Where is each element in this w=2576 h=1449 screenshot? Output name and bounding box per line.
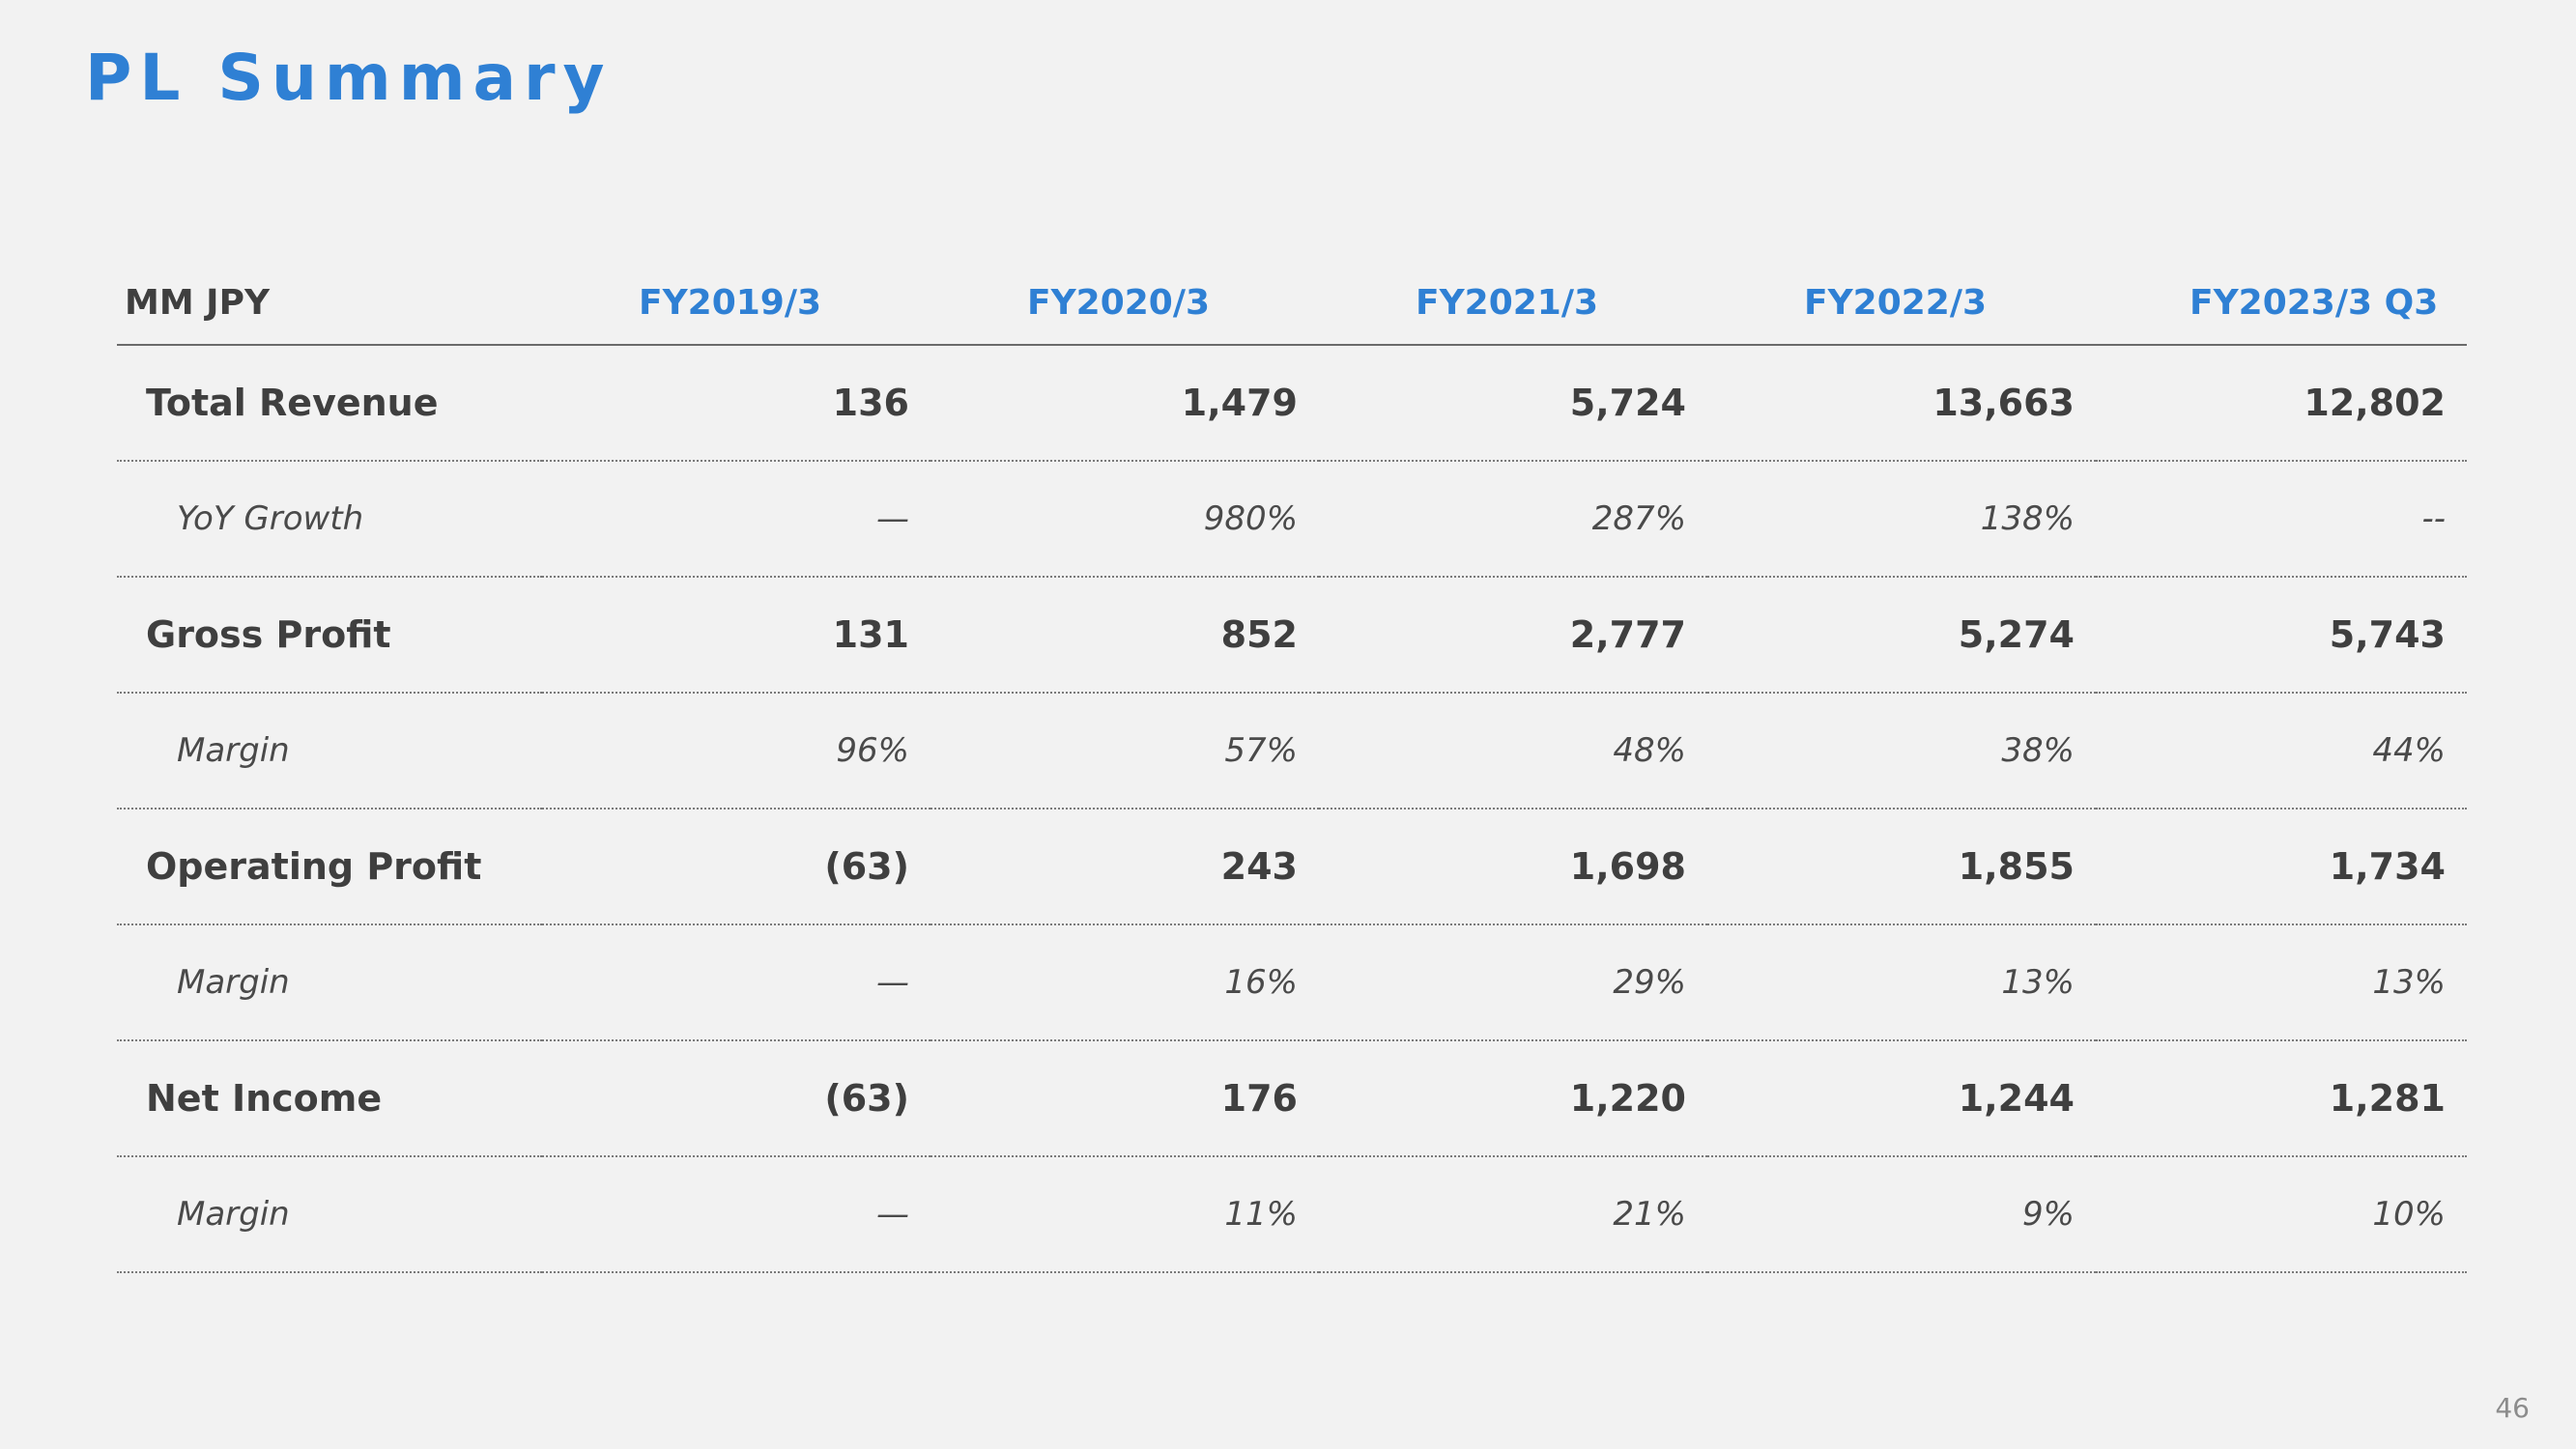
table-cell: 138%	[1707, 461, 2096, 578]
table-cell: 5,274	[1707, 577, 2096, 694]
column-header-fy2023-q3: FY2023/3 Q3	[2096, 261, 2467, 346]
table-cell: 852	[930, 577, 1319, 694]
table-cell: 136	[542, 345, 930, 462]
table-cell: 9%	[1707, 1156, 2096, 1273]
row-label: Margin	[117, 1156, 542, 1273]
row-label: Gross Profit	[117, 577, 542, 694]
table-cell: —	[542, 1156, 930, 1273]
table-cell: 1,855	[1707, 809, 2096, 925]
table-cell: 1,244	[1707, 1040, 2096, 1157]
unit-header: MM JPY	[117, 261, 542, 346]
table-cell: 1,220	[1319, 1040, 1707, 1157]
table-cell: 1,281	[2096, 1040, 2467, 1157]
table-cell: 243	[930, 809, 1319, 925]
page-title: PL Summary	[85, 41, 613, 115]
table-row-net-margin: Margin — 11% 21% 9% 10%	[117, 1156, 2467, 1273]
table-cell: 287%	[1319, 461, 1707, 578]
page-number: 46	[2495, 1392, 2530, 1424]
table-cell: 5,743	[2096, 577, 2467, 694]
table-header-row: MM JPY FY2019/3 FY2020/3 FY2021/3 FY2022…	[117, 261, 2467, 346]
column-header-fy2020: FY2020/3	[930, 261, 1319, 346]
table-cell: 29%	[1319, 924, 1707, 1041]
row-label: Operating Profit	[117, 809, 542, 925]
table-row-operating-profit: Operating Profit (63) 243 1,698 1,855 1,…	[117, 809, 2467, 925]
table-cell: 980%	[930, 461, 1319, 578]
table-cell: 1,734	[2096, 809, 2467, 925]
table-cell: 13%	[2096, 924, 2467, 1041]
table-cell: (63)	[542, 809, 930, 925]
column-header-fy2019: FY2019/3	[542, 261, 930, 346]
table-cell: 1,479	[930, 345, 1319, 462]
table-cell: --	[2096, 461, 2467, 578]
table-cell: 13,663	[1707, 345, 2096, 462]
row-label: Net Income	[117, 1040, 542, 1157]
table-cell: 1,698	[1319, 809, 1707, 925]
table-cell: 2,777	[1319, 577, 1707, 694]
table-cell: 13%	[1707, 924, 2096, 1041]
table-row-operating-margin: Margin — 16% 29% 13% 13%	[117, 924, 2467, 1041]
row-label: YoY Growth	[117, 461, 542, 578]
table-row-gross-profit: Gross Profit 131 852 2,777 5,274 5,743	[117, 577, 2467, 694]
table-cell: 11%	[930, 1156, 1319, 1273]
table-cell: 16%	[930, 924, 1319, 1041]
row-label: Margin	[117, 693, 542, 810]
table-cell: 21%	[1319, 1156, 1707, 1273]
table-cell: 48%	[1319, 693, 1707, 810]
table-cell: 176	[930, 1040, 1319, 1157]
table-cell: 12,802	[2096, 345, 2467, 462]
table-cell: 57%	[930, 693, 1319, 810]
table-cell: —	[542, 461, 930, 578]
table-cell: 5,724	[1319, 345, 1707, 462]
pl-summary-table: MM JPY FY2019/3 FY2020/3 FY2021/3 FY2022…	[117, 261, 2467, 1273]
table-cell: 96%	[542, 693, 930, 810]
column-header-fy2021: FY2021/3	[1319, 261, 1707, 346]
table-row-yoy-growth: YoY Growth — 980% 287% 138% --	[117, 461, 2467, 578]
table-row-net-income: Net Income (63) 176 1,220 1,244 1,281	[117, 1040, 2467, 1157]
row-label: Total Revenue	[117, 345, 542, 462]
table-cell: 131	[542, 577, 930, 694]
table-cell: —	[542, 924, 930, 1041]
table-row-total-revenue: Total Revenue 136 1,479 5,724 13,663 12,…	[117, 345, 2467, 462]
table-cell: 44%	[2096, 693, 2467, 810]
table-row-gross-margin: Margin 96% 57% 48% 38% 44%	[117, 693, 2467, 810]
column-header-fy2022: FY2022/3	[1707, 261, 2096, 346]
table-cell: 38%	[1707, 693, 2096, 810]
table-cell: 10%	[2096, 1156, 2467, 1273]
row-label: Margin	[117, 924, 542, 1041]
table-cell: (63)	[542, 1040, 930, 1157]
